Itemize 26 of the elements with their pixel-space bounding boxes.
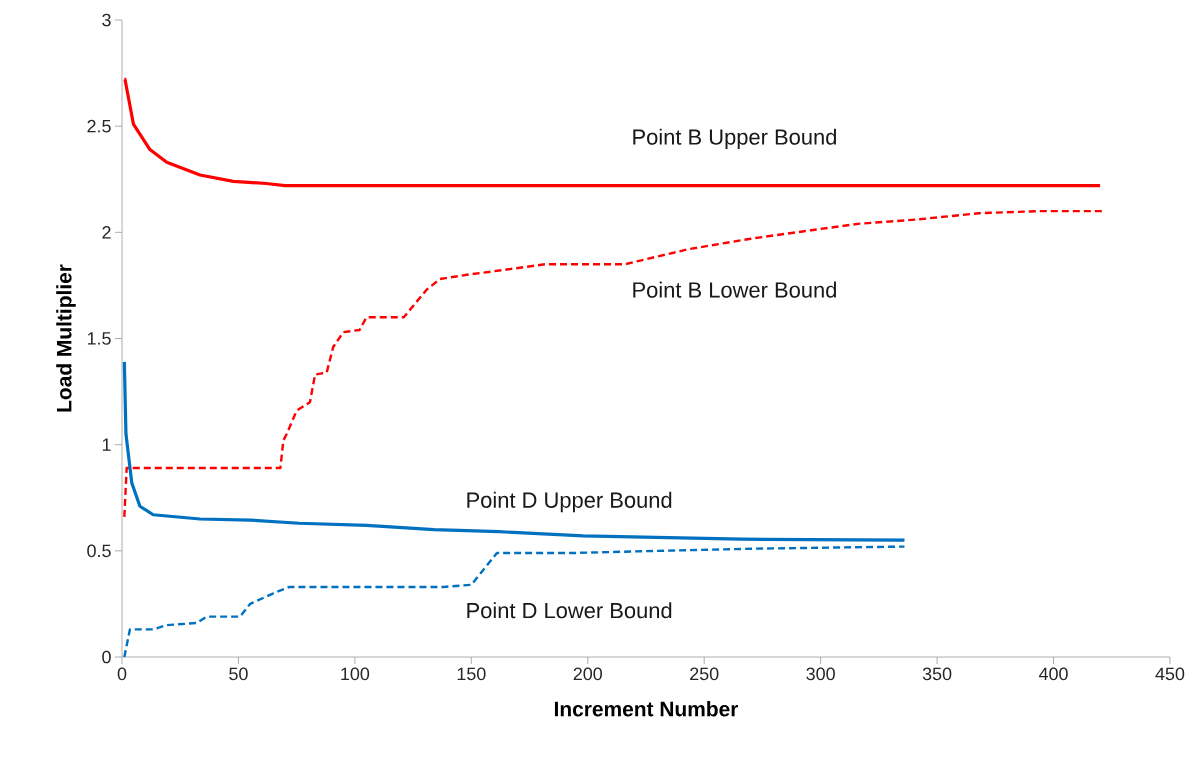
x-axis-title: Increment Number (554, 701, 739, 717)
series-label: Point B Lower Bound (633, 281, 836, 298)
x-tick-label: 350 (922, 667, 952, 681)
y-tick-label: 3 (102, 13, 111, 27)
y-tick-label: 0 (102, 650, 111, 664)
x-tick-label: 50 (229, 667, 248, 681)
series-label: Point D Upper Bound (467, 491, 672, 513)
x-tick-label: 250 (690, 667, 719, 681)
line-series (123, 209, 1104, 519)
y-tick-label: 1.5 (87, 332, 111, 345)
y-tick-label: 2.5 (87, 119, 111, 133)
y-tick-label: 0.5 (87, 544, 111, 558)
x-tick-label: 0 (117, 667, 127, 681)
x-tick-label: 100 (341, 667, 370, 681)
y-tick-label: 1 (102, 438, 111, 451)
line-series (122, 360, 907, 542)
x-tick-label: 400 (1038, 667, 1068, 681)
y-tick-label: 2 (102, 226, 111, 239)
x-tick-label: 150 (457, 667, 486, 681)
x-tick-label: 450 (1155, 667, 1185, 681)
series-label: Point D Lower Bound (467, 602, 672, 619)
y-axis-title: Load Multiplier (56, 264, 76, 412)
x-tick-label: 300 (806, 667, 835, 681)
line-series (122, 77, 1102, 188)
series-label: Point B Upper Bound (633, 128, 836, 150)
x-tick-label: 200 (573, 667, 603, 681)
